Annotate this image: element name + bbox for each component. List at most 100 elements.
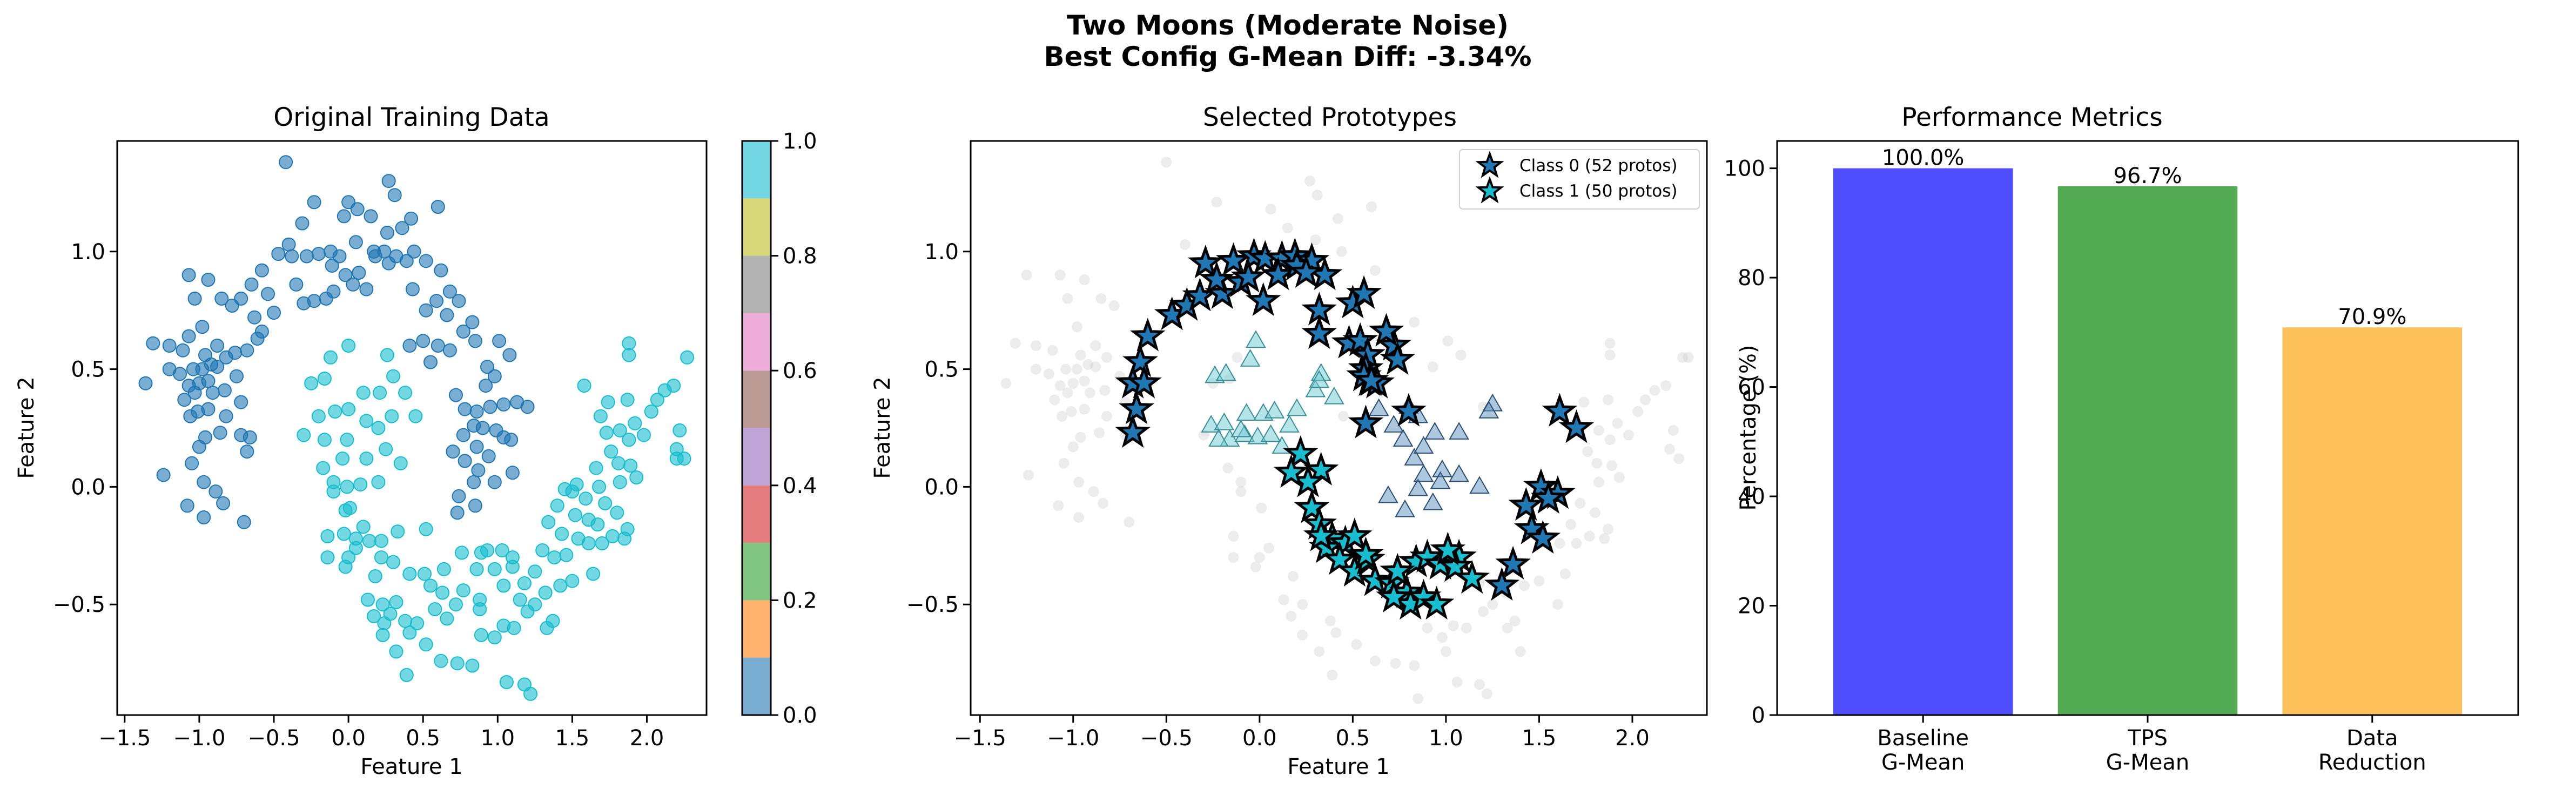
class0-data-point xyxy=(404,211,419,226)
class1-data-point xyxy=(579,491,593,506)
class0-prototype-star xyxy=(1348,405,1384,439)
background-data-point xyxy=(1366,201,1377,212)
class1-prototype-star xyxy=(1437,548,1473,582)
panel3-x-tick-label: G-Mean xyxy=(1881,750,1965,775)
background-data-point xyxy=(1584,530,1595,542)
class0-data-point xyxy=(187,386,202,400)
panel1-x-tick-label: −1.5 xyxy=(98,726,151,751)
panel3-y-tick-label: 0 xyxy=(1752,703,1765,728)
class0-triangle-marker xyxy=(1404,448,1425,466)
background-data-point xyxy=(1067,378,1079,389)
class1-data-point xyxy=(311,409,326,423)
class1-data-point xyxy=(386,369,400,383)
class0-data-point xyxy=(456,428,470,442)
class0-triangle-marker xyxy=(1395,499,1415,517)
legend-label-class0: Class 0 (52 protos) xyxy=(1519,156,1677,176)
class1-prototype-star xyxy=(1454,560,1490,594)
class0-prototype-star xyxy=(1342,322,1378,356)
class0-data-point xyxy=(350,202,365,217)
background-data-point xyxy=(1079,274,1090,285)
class1-data-point xyxy=(496,618,511,633)
background-data-point xyxy=(1101,352,1112,363)
class0-data-point xyxy=(216,496,231,510)
class0-data-point xyxy=(468,334,482,348)
class0-data-point xyxy=(381,174,396,188)
class1-triangle-marker xyxy=(1240,349,1261,367)
class0-data-point xyxy=(208,484,223,499)
class0-data-point xyxy=(469,405,484,419)
class1-data-point xyxy=(657,383,672,397)
background-data-point xyxy=(1552,599,1563,610)
background-data-point xyxy=(1660,380,1672,392)
class0-data-point xyxy=(465,315,480,329)
panel3-y-tick-label: 20 xyxy=(1738,594,1765,619)
class0-data-point xyxy=(458,402,472,416)
background-data-point xyxy=(1179,239,1191,250)
class1-prototype-star xyxy=(1380,552,1416,587)
background-data-point xyxy=(1565,519,1577,530)
background-data-point xyxy=(1451,677,1463,688)
background-data-point xyxy=(1108,300,1120,311)
class1-data-point xyxy=(628,416,642,430)
legend-label-class1: Class 1 (50 protos) xyxy=(1519,181,1677,201)
class1-data-point xyxy=(568,508,582,522)
panel2-axes-frame xyxy=(970,140,1708,716)
class0-data-point xyxy=(446,444,460,459)
panel2-x-tick-label: −1.5 xyxy=(954,726,1006,751)
class1-data-point xyxy=(316,461,331,475)
class1-data-point xyxy=(335,451,350,466)
colorbar-segment xyxy=(742,141,771,199)
class1-triangle-marker xyxy=(1215,363,1236,381)
panel1-x-tick-label: 0.5 xyxy=(406,726,440,751)
background-data-point xyxy=(1632,406,1644,417)
class0-data-point xyxy=(520,400,535,414)
class1-data-point xyxy=(565,484,580,499)
class1-prototype-star xyxy=(1409,538,1445,573)
background-data-point xyxy=(1030,340,1041,351)
class1-data-point xyxy=(599,426,614,440)
background-data-point xyxy=(1297,629,1308,641)
class1-data-point xyxy=(348,531,363,546)
background-data-point xyxy=(1448,620,1459,631)
class0-data-point xyxy=(138,376,153,390)
class1-data-point xyxy=(541,515,556,529)
class0-triangle-marker xyxy=(1383,415,1404,433)
class0-prototype-star xyxy=(1230,259,1266,293)
background-data-point xyxy=(1062,293,1073,304)
panel2-x-tick-label: 0.5 xyxy=(1336,726,1370,751)
class1-data-point xyxy=(436,562,451,576)
class0-data-point xyxy=(429,294,444,308)
class0-data-point xyxy=(405,282,420,296)
legend-marker-class1 xyxy=(1475,176,1504,204)
background-data-point xyxy=(1256,502,1267,514)
class1-data-point xyxy=(559,548,574,562)
background-data-point xyxy=(1161,157,1172,168)
class0-data-point xyxy=(440,308,454,322)
class1-data-point xyxy=(374,534,388,548)
background-data-point xyxy=(1413,693,1424,704)
class1-prototype-star xyxy=(1273,454,1309,488)
class0-prototype-star xyxy=(1380,341,1415,375)
class1-triangle-marker xyxy=(1264,400,1285,419)
class0-data-point xyxy=(468,498,482,513)
background-data-point xyxy=(1623,429,1635,441)
figure-title-line1: Two Moons (Moderate Noise) xyxy=(1067,10,1509,41)
panel1-x-tick-label: 2.0 xyxy=(630,726,664,751)
class0-data-point xyxy=(156,468,171,482)
class0-data-point xyxy=(467,475,481,489)
background-data-point xyxy=(1021,269,1032,281)
class1-data-point xyxy=(480,543,494,557)
background-data-point xyxy=(1351,639,1362,650)
background-data-point xyxy=(1578,396,1590,408)
background-data-point xyxy=(1310,234,1321,245)
panel2-prototype-stars xyxy=(1115,238,1595,620)
class1-data-point xyxy=(520,604,535,619)
background-data-point xyxy=(1082,359,1094,370)
class0-data-point xyxy=(402,339,417,353)
panel1-y-ticks: −0.5 0.0 0.5 1.0 xyxy=(53,240,117,617)
background-data-point xyxy=(1053,500,1064,511)
background-data-point xyxy=(1073,476,1085,488)
class1-data-point xyxy=(590,517,605,532)
class1-data-point xyxy=(435,585,450,600)
class1-data-point xyxy=(418,567,432,581)
